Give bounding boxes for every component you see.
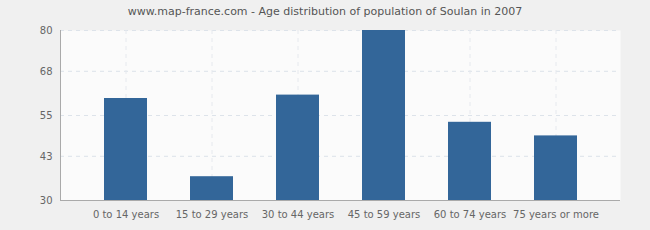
svg-text:45 to 59 years: 45 to 59 years — [348, 209, 421, 220]
svg-text:60 to 74 years: 60 to 74 years — [434, 209, 507, 220]
svg-text:43: 43 — [40, 151, 53, 162]
svg-text:0 to 14 years: 0 to 14 years — [93, 209, 159, 220]
svg-text:30: 30 — [40, 195, 53, 206]
svg-text:55: 55 — [40, 110, 53, 121]
svg-text:15 to 29 years: 15 to 29 years — [176, 209, 249, 220]
svg-text:80: 80 — [40, 25, 53, 36]
svg-text:30 to 44 years: 30 to 44 years — [262, 209, 335, 220]
html-text:www.map-france.com - Age distr: www.map-france.com - Age distribution of… — [127, 5, 523, 18]
svg-text:75 years or more: 75 years or more — [513, 209, 599, 220]
svg-text:68: 68 — [40, 66, 53, 77]
